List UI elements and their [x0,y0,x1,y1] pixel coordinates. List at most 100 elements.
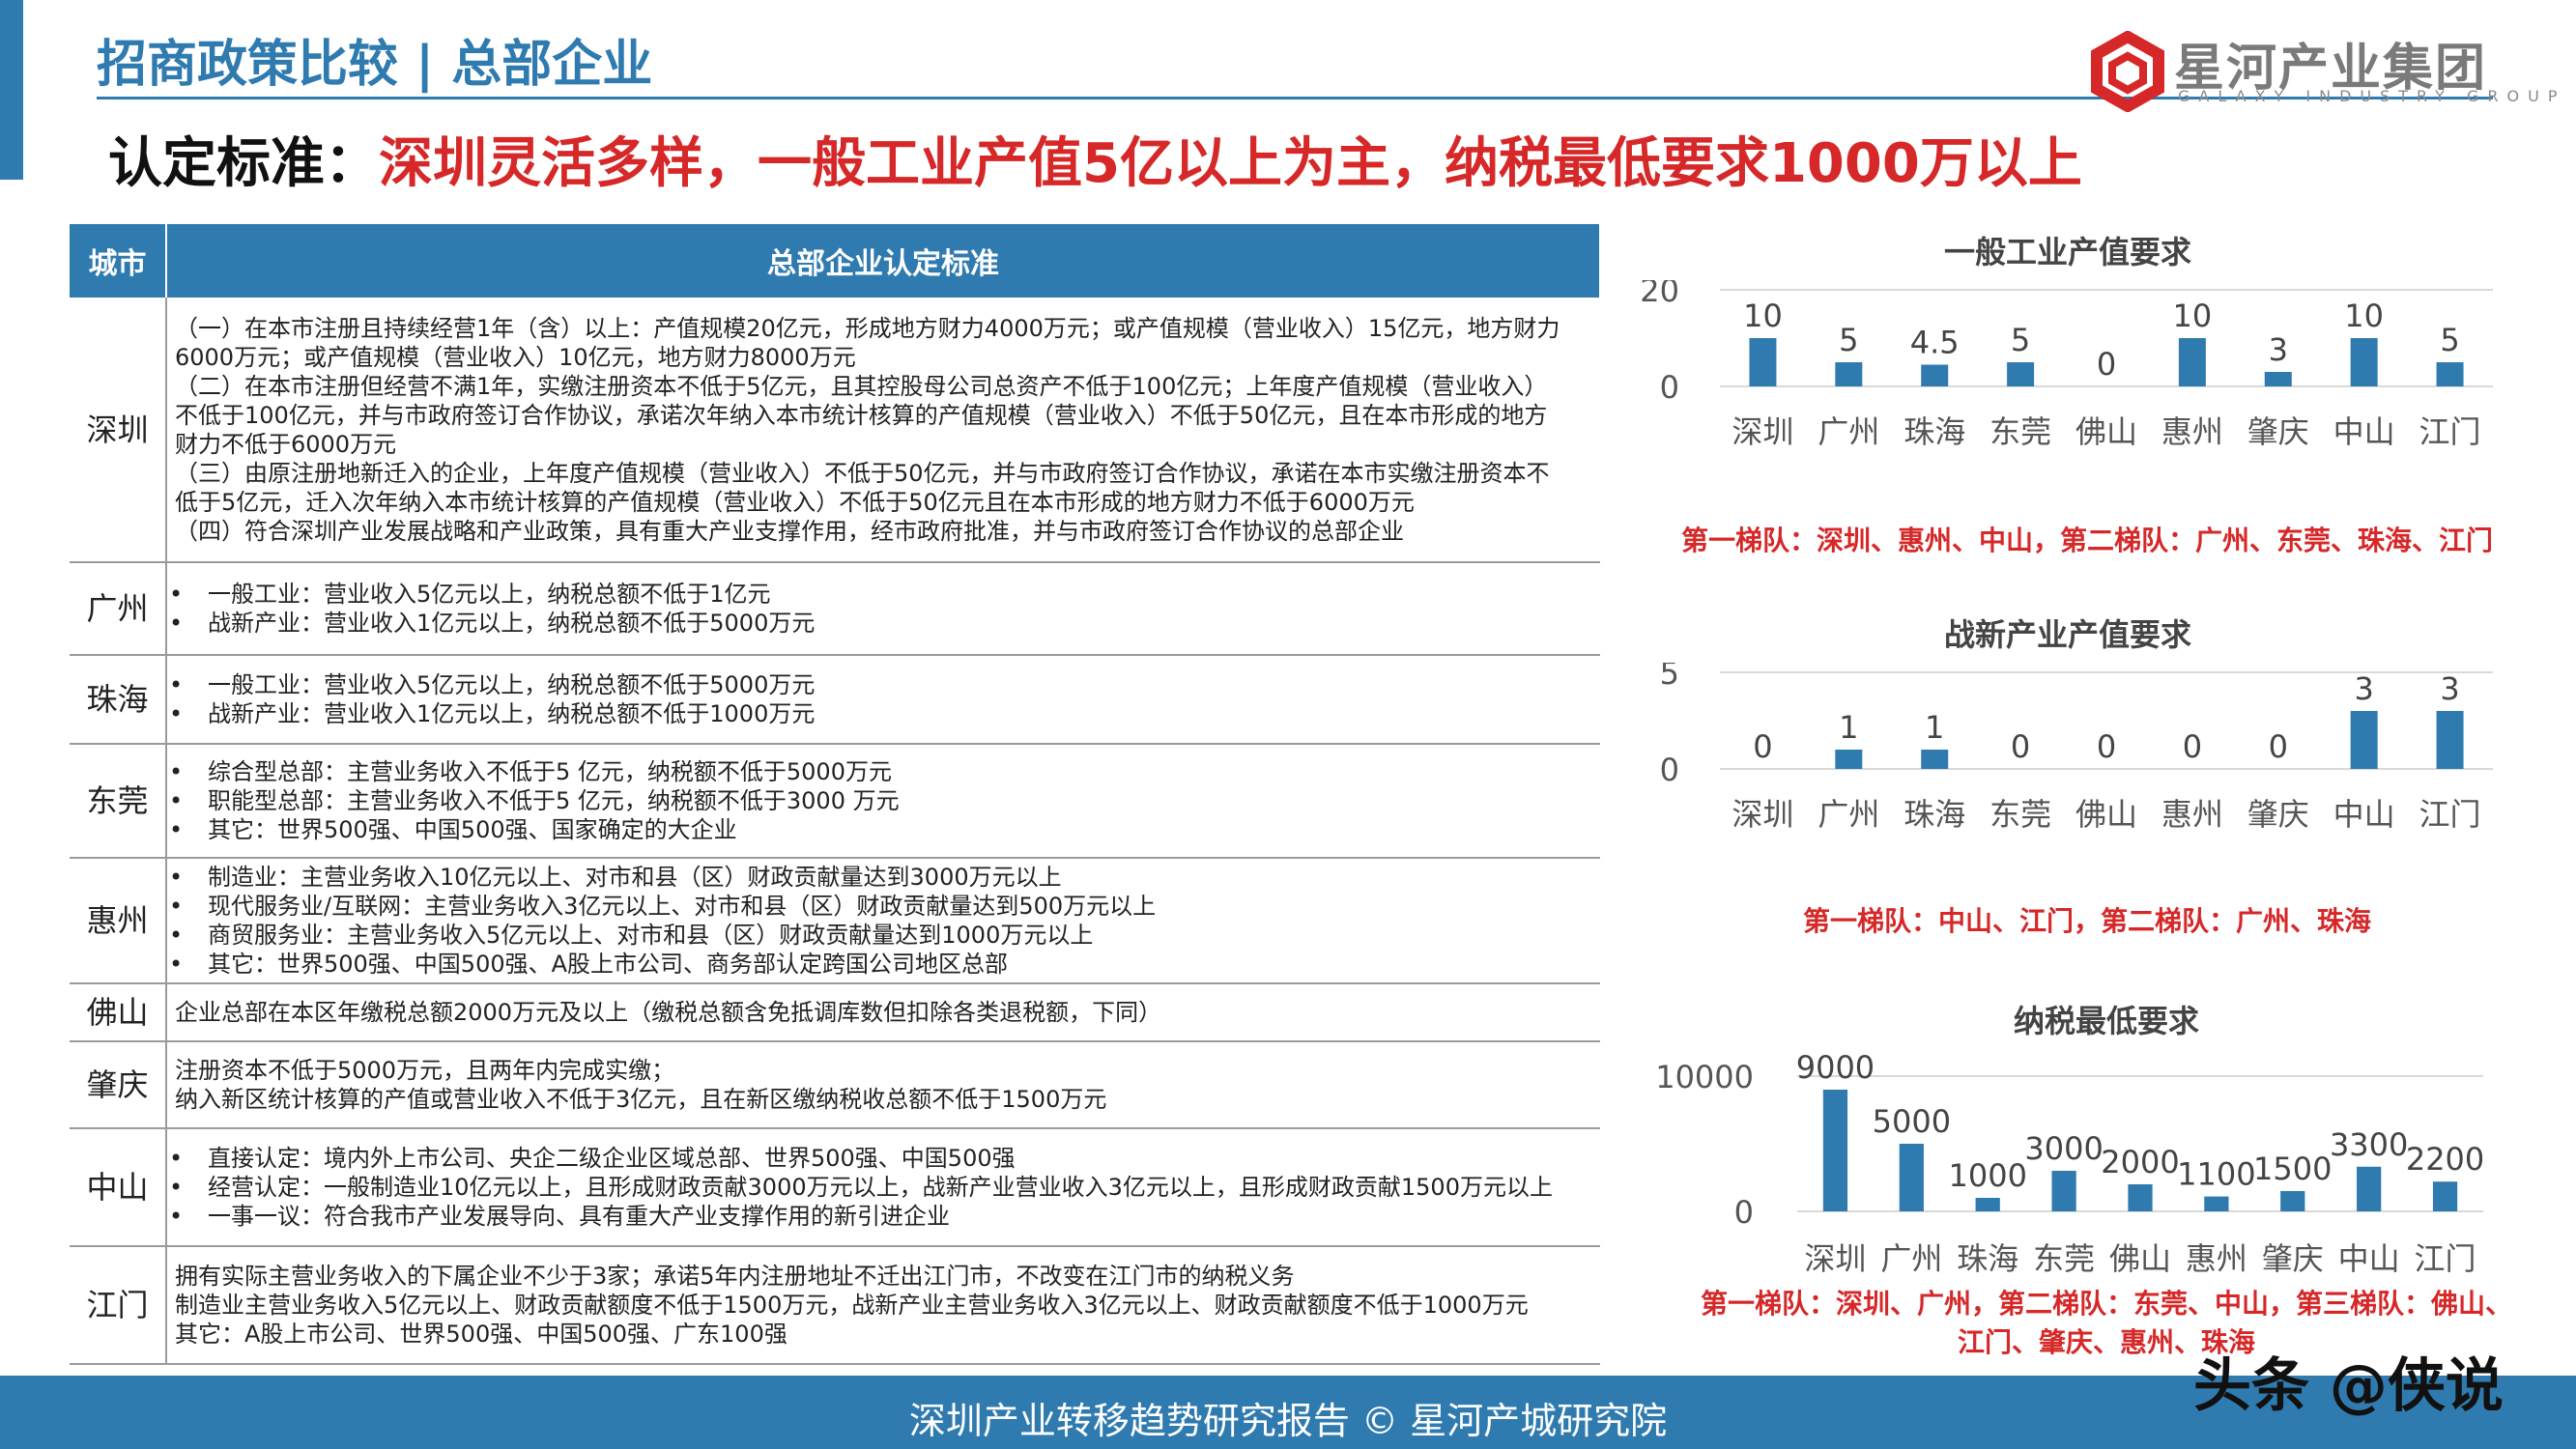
table-header-city: 城市 [70,224,167,298]
chart-bar [2280,1191,2305,1211]
chart-plot: 0 5 0 深圳 1 广州 1 珠海 0 东莞 0 佛山 0 惠州 0 肇庆 3 中山 3 江门 [1660,663,2493,833]
chart-bar [1835,362,1863,386]
headline-label: 认定标准： [108,132,379,195]
chart-bar [1899,1144,1924,1211]
city-cell: 珠海 [70,655,167,745]
data-label: 1 [1925,709,1944,746]
criteria-cell: 综合型总部：主营业务收入不低于5 亿元，纳税额不低于5000万元职能型总部：主营… [166,744,1600,859]
footer-bar: 深圳产业转移趋势研究报告 © 星河产城研究院 [0,1376,2576,1449]
criteria-line: （二）在本市注册但经营不满1年，实缴注册资本不低于5亿元，且其控股母公司总资产不… [175,372,1548,400]
criteria-line: 低于5亿元，迁入次年纳入本市统计核算的产值规模（营业收入）不低于50亿元且在本市… [175,488,1415,516]
criteria-line: 一般工业：营业收入5亿元以上，纳税总额不低于5000万元 [169,670,1600,699]
hexagon-logo-icon [2091,31,2164,112]
criteria-cell: 拥有实际主营业务收入的下属企业不少于3家；承诺5年内注册地址不迁出江门市，不改变… [166,1246,1600,1365]
chart-bar [2436,711,2464,769]
chart-title: 一般工业产值要求 [1943,234,2191,270]
table-header-row: 城市 总部企业认定标准 [70,224,1601,298]
x-tick-label: 中山 [2338,1240,2400,1277]
data-label: 5 [2011,322,2030,358]
criteria-line: 现代服务业/互联网：主营业务收入3亿元以上、对市和县（区）财政贡献量达到500万… [169,892,1600,921]
criteria-line: 企业总部在本区年缴税总额2000万元及以上（缴税总额含免抵调库数但扣除各类退税额… [175,999,1162,1026]
data-label: 0 [2011,728,2030,765]
x-tick-label: 珠海 [1957,1240,2018,1277]
chart-tier-note: 第一梯队：深圳、广州，第二梯队：东莞、中山，第三梯队：佛山、 江门、肇庆、惠州、… [1652,1285,2561,1362]
source-watermark: 头条 @侠说 [2193,1352,2504,1420]
x-tick-label: 深圳 [1732,796,1793,833]
chart-bar [1749,338,1777,386]
x-tick-label: 中山 [2333,413,2395,450]
x-tick-label: 江门 [2419,413,2481,450]
criteria-line: 综合型总部：主营业务收入不低于5 亿元，纳税额不低于5000万元 [169,757,1600,786]
criteria-line: 一般工业：营业收入5亿元以上，纳税总额不低于1亿元 [169,580,1600,609]
criteria-cell: 注册资本不低于5000万元，且两年内完成实缴； 纳入新区统计核算的产值或营业收入不… [166,1041,1600,1129]
table-row: 中山直接认定：境内外上市公司、央企二级企业区域总部、世界500强、中国500强经… [70,1128,1600,1247]
data-label: 1000 [1949,1157,2027,1194]
x-tick-label: 广州 [1880,1240,1942,1277]
chart-bar [2178,338,2206,386]
chart-bar [2204,1196,2229,1211]
criteria-line: 一事一议：符合我市产业发展导向、具有重大产业支撑作用的新引进企业 [169,1202,1600,1231]
headline-text: 深圳灵活多样，一般工业产值5亿以上为主，纳税最低要求1000万以上 [379,132,2082,195]
chart-plot: 0 10000 9000 深圳 5000 广州 1000 珠海 3000 东莞 2000 佛山 1100… [1655,1049,2484,1277]
city-cell: 深圳 [70,298,167,563]
data-label: 2200 [2406,1141,2484,1178]
table-row: 惠州制造业：主营业务收入10亿元以上、对市和县（区）财政贡献量达到3000万元以… [70,858,1600,984]
x-tick-label: 东莞 [1989,796,2051,833]
x-tick-label: 广州 [1818,796,1879,833]
logo-subtitle: GALAXY INDUSTRY GROUP [2178,87,2566,105]
x-tick-label: 肇庆 [2247,413,2309,450]
x-tick-label: 佛山 [2109,1240,2171,1277]
table-row: 佛山 企业总部在本区年缴税总额2000万元及以上（缴税总额含免抵调库数但扣除各类退… [70,983,1600,1042]
chart-tax-minimum: 纳税最低要求 0 10000 9000 深圳 5000 广州 1000 珠海 3000 东莞 200… [1633,993,2561,1360]
chart-bar [1921,364,1949,386]
data-label: 0 [2183,728,2202,765]
y-tick-label: 0 [1734,1194,1754,1231]
data-label: 0 [2097,728,2116,765]
headline: 认定标准：深圳灵活多样，一般工业产值5亿以上为主，纳税最低要求1000万以上 [108,120,2082,198]
x-tick-label: 深圳 [1732,413,1793,450]
chart-bar [1822,1090,1848,1211]
city-cell: 江门 [70,1246,167,1365]
table-row: 广州一般工业：营业收入5亿元以上，纳税总额不低于1亿元战新产业：营业收入1亿元以… [70,562,1600,656]
header-accent-bar [0,0,23,180]
table-header-criteria: 总部企业认定标准 [166,224,1601,298]
x-tick-label: 惠州 [2186,1240,2247,1277]
city-cell: 广州 [70,562,167,656]
criteria-line: 拥有实际主营业务收入的下属企业不少于3家；承诺5年内注册地址不迁出江门市，不改变… [175,1263,1295,1290]
chart-plot: 0 20 10 深圳 5 广州 4.5 珠海 5 东莞 0 佛山 10 惠州 3 肇庆 10 中山 5 江门 [1640,280,2493,450]
chart-bar [1975,1198,2000,1211]
policy-table: 城市 总部企业认定标准 深圳 （一）在本市注册且持续经营1年（含）以上：产值规模2… [70,224,1601,1365]
y-tick-label: 0 [1660,752,1679,788]
table-row: 东莞综合型总部：主营业务收入不低于5 亿元，纳税额不低于5000万元职能型总部：… [70,744,1600,859]
title-divider [97,97,2493,99]
chart-bar [2264,372,2292,386]
data-label: 10 [2173,298,2213,334]
chart-title: 纳税最低要求 [2013,1003,2199,1039]
data-label: 3 [2440,670,2459,707]
y-tick-label: 0 [1660,369,1679,406]
criteria-line: 不低于100亿元，并与市政府签订合作协议，承诺次年纳入本市统计核算的产值规模（营… [175,401,1548,429]
data-label: 4.5 [1910,325,1960,361]
chart-tier-note-line: 江门、肇庆、惠州、珠海 [1957,1326,2255,1358]
criteria-line: 财力不低于6000万元 [175,430,397,458]
x-tick-label: 江门 [2415,1240,2476,1277]
criteria-cell: （一）在本市注册且持续经营1年（含）以上：产值规模20亿元，形成地方财力4000… [166,298,1600,563]
chart-bar [2350,711,2378,769]
data-label: 10 [1743,298,1783,334]
criteria-line: 制造业主营业务收入5亿元以上、财政贡献额度不低于1500万元，战新产业主营业务收… [175,1292,1529,1319]
city-cell: 东莞 [70,744,167,859]
data-label: 3300 [2330,1126,2408,1163]
data-label: 1100 [2177,1156,2255,1193]
chart-bar [1835,750,1863,769]
x-tick-label: 东莞 [2033,1240,2095,1277]
criteria-line: 其它：世界500强、中国500强、A股上市公司、商务部认定跨国公司地区总部 [169,950,1600,979]
y-tick-label: 10000 [1655,1059,1754,1095]
footer-text: 深圳产业转移趋势研究报告 © 星河产城研究院 [908,1400,1668,1442]
chart-bar [2357,1166,2382,1211]
data-label: 1500 [2253,1151,2332,1187]
criteria-line: （三）由原注册地新迁入的企业，上年度产值规模（营业收入）不低于50亿元，并与市政… [175,459,1550,487]
data-label: 3000 [2024,1130,2103,1167]
x-tick-label: 江门 [2419,796,2481,833]
criteria-line: 纳入新区统计核算的产值或营业收入不低于3亿元，且在新区缴纳税收总额不低于1500… [175,1086,1107,1113]
criteria-cell: 直接认定：境内外上市公司、央企二级企业区域总部、世界500强、中国500强经营认… [166,1128,1600,1247]
